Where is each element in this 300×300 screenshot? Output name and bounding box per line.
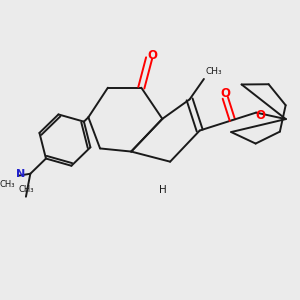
Text: CH₃: CH₃ (206, 67, 222, 76)
Text: CH₃: CH₃ (0, 180, 15, 189)
Text: CH₃: CH₃ (18, 185, 34, 194)
Text: H: H (159, 185, 167, 195)
Text: O: O (220, 87, 230, 100)
Text: O: O (147, 49, 157, 62)
Text: O: O (256, 109, 266, 122)
Text: N: N (16, 169, 26, 179)
